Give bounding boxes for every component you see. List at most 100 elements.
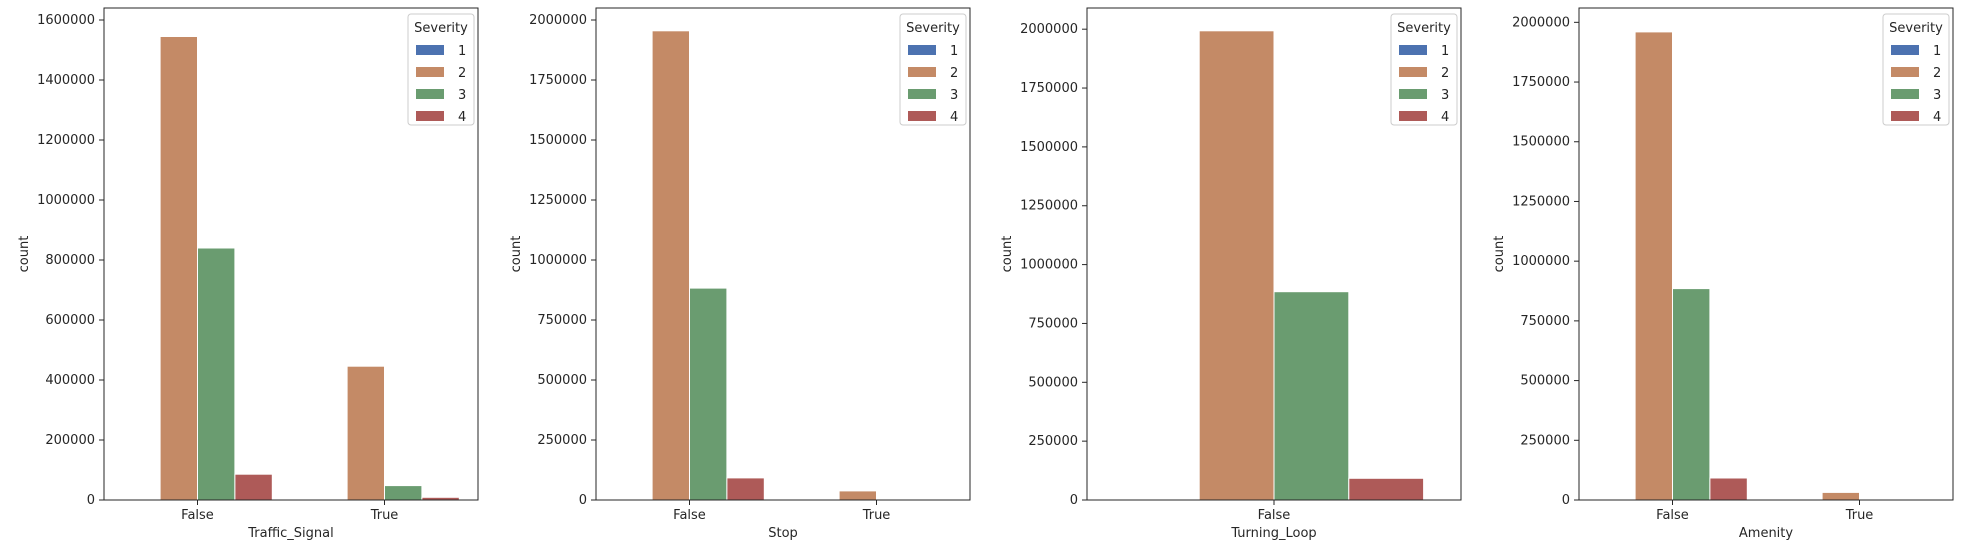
bar-false-severity-3 <box>197 247 236 501</box>
y-tick-label: 1000000 <box>37 193 95 208</box>
bar-true-severity-2 <box>346 365 386 501</box>
y-tick-label: 500000 <box>1520 374 1570 389</box>
legend-label-2: 2 <box>950 66 958 81</box>
y-axis-title: count <box>1000 236 1015 273</box>
legend: Severity 1 2 3 4 <box>1882 13 1950 126</box>
y-tick-label: 0 <box>1070 493 1078 508</box>
legend-label-1: 1 <box>950 44 958 59</box>
y-tick-label: 1000000 <box>1020 258 1078 273</box>
chart-panel-4: 0 250000 500000 750000 1000000 1250000 1500000… <box>1492 7 1954 541</box>
y-axis-title: count <box>509 236 524 273</box>
y-tick-label: 1750000 <box>529 73 587 88</box>
legend-title: Severity <box>1889 21 1943 36</box>
y-tick-label: 1500000 <box>529 133 587 148</box>
legend-swatch-3 <box>1399 89 1427 99</box>
bar-false-severity-2 <box>159 36 199 501</box>
x-tick-label: False <box>181 508 214 523</box>
y-tick-label: 1400000 <box>37 73 95 88</box>
y-tick-label: 1500000 <box>1512 135 1570 150</box>
bar-false-severity-2 <box>1198 30 1275 501</box>
y-axis-title: count <box>17 236 32 273</box>
y-tick-label: 1750000 <box>1512 75 1570 90</box>
legend-swatch-2 <box>908 67 936 77</box>
x-tick-label: False <box>1258 508 1291 523</box>
y-tick-label: 250000 <box>1520 433 1570 448</box>
legend-swatch-4 <box>1399 111 1427 121</box>
legend-label-2: 2 <box>458 66 466 81</box>
bar-true-severity-2 <box>838 490 877 501</box>
bar-false-severity-4 <box>726 477 765 501</box>
legend-swatch-1 <box>908 45 936 55</box>
plot-frame <box>595 7 971 501</box>
legend-label-4: 4 <box>950 110 958 125</box>
legend-label-4: 4 <box>458 110 466 125</box>
y-tick-label: 250000 <box>537 433 587 448</box>
legend-swatch-2 <box>1399 67 1427 77</box>
legend-swatch-4 <box>908 111 936 121</box>
x-tick-label: True <box>1845 508 1874 523</box>
chart-panel-1: 0 200000 400000 600000 800000 1000000 1200000 1… <box>17 7 479 541</box>
y-tick-label: 1750000 <box>1020 81 1078 96</box>
bar-false-severity-3 <box>1273 291 1350 501</box>
legend-swatch-2 <box>416 67 444 77</box>
y-tick-label: 750000 <box>1520 314 1570 329</box>
legend-swatch-4 <box>416 111 444 121</box>
x-axis-title: Stop <box>768 526 798 541</box>
x-axis-title: Traffic_Signal <box>247 526 334 541</box>
x-tick-label: True <box>862 508 891 523</box>
y-tick-label: 1000000 <box>529 253 587 268</box>
legend-swatch-3 <box>908 89 936 99</box>
bar-false-severity-3 <box>1672 288 1711 501</box>
y-tick-label: 1250000 <box>1512 194 1570 209</box>
bar-false-severity-2 <box>651 30 690 501</box>
x-axis-title: Turning_Loop <box>1230 526 1316 541</box>
y-tick-label: 750000 <box>537 313 587 328</box>
x-axis-title: Amenity <box>1739 526 1794 541</box>
y-tick-label: 0 <box>1562 493 1570 508</box>
legend-swatch-4 <box>1891 111 1919 121</box>
chart-panel-3: 0 250000 500000 750000 1000000 1250000 1500000… <box>1000 7 1462 541</box>
legend-label-2: 2 <box>1441 66 1449 81</box>
y-tick-label: 1000000 <box>1512 254 1570 269</box>
chart-panel-2: 0 250000 500000 750000 1000000 1250000 1500000… <box>509 7 971 541</box>
x-tick-label: False <box>673 508 706 523</box>
bar-false-severity-4 <box>1348 477 1425 501</box>
legend: Severity 1 2 3 4 <box>899 13 967 126</box>
plot-frame <box>103 7 479 501</box>
legend: Severity 1 2 3 4 <box>407 13 475 126</box>
legend-label-3: 3 <box>458 88 466 103</box>
legend-label-4: 4 <box>1441 110 1449 125</box>
legend: Severity 1 2 3 4 <box>1390 13 1458 126</box>
legend-swatch-1 <box>1399 45 1427 55</box>
y-tick-label: 1600000 <box>37 13 95 28</box>
y-tick-label: 750000 <box>1028 316 1078 331</box>
bar-true-severity-2 <box>1821 491 1860 501</box>
y-tick-label: 2000000 <box>529 13 587 28</box>
y-tick-label: 800000 <box>45 253 95 268</box>
legend-swatch-3 <box>1891 89 1919 99</box>
y-tick-label: 0 <box>87 493 95 508</box>
y-tick-label: 0 <box>579 493 587 508</box>
bar-false-severity-2 <box>1634 31 1673 501</box>
bar-true-severity-3 <box>384 485 423 501</box>
y-tick-label: 200000 <box>45 433 95 448</box>
y-tick-label: 1200000 <box>37 133 95 148</box>
legend-label-1: 1 <box>458 44 466 59</box>
legend-swatch-2 <box>1891 67 1919 77</box>
legend-label-1: 1 <box>1933 44 1941 59</box>
plot-frame <box>1578 7 1954 501</box>
legend-title: Severity <box>906 21 960 36</box>
legend-swatch-3 <box>416 89 444 99</box>
y-tick-label: 1500000 <box>1020 140 1078 155</box>
legend-label-1: 1 <box>1441 44 1449 59</box>
y-tick-label: 500000 <box>537 373 587 388</box>
y-tick-label: 1250000 <box>529 193 587 208</box>
y-tick-label: 2000000 <box>1020 22 1078 37</box>
y-tick-label: 500000 <box>1028 375 1078 390</box>
bar-false-severity-3 <box>689 287 728 501</box>
y-tick-label: 1250000 <box>1020 199 1078 214</box>
y-axis-title: count <box>1492 236 1507 273</box>
legend-label-3: 3 <box>1933 88 1941 103</box>
legend-title: Severity <box>1397 21 1451 36</box>
